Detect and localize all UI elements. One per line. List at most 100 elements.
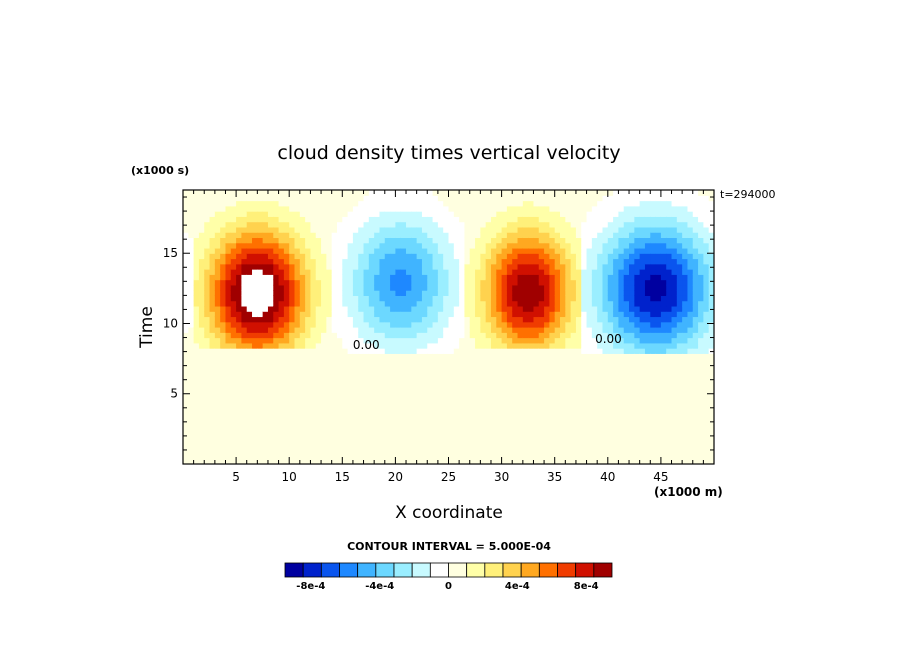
heatmap-cell	[283, 253, 290, 260]
heatmap-cell	[655, 384, 662, 391]
heatmap-cell	[496, 379, 503, 386]
heatmap-cell	[650, 400, 657, 407]
heatmap-cell	[299, 363, 306, 370]
heatmap-cell	[427, 327, 434, 333]
heatmap-cell	[400, 374, 407, 381]
heatmap-cell	[204, 337, 211, 344]
heatmap-cell	[682, 226, 689, 233]
heatmap-cell	[533, 327, 540, 333]
heatmap-cell	[305, 205, 312, 212]
heatmap-cell	[432, 416, 439, 423]
heatmap-cell	[581, 247, 588, 254]
heatmap-cell	[538, 448, 545, 455]
heatmap-cell	[459, 379, 466, 386]
heatmap-cell	[209, 442, 216, 449]
heatmap-cell	[655, 400, 662, 407]
heatmap-cell	[236, 295, 243, 302]
heatmap-cell	[469, 379, 476, 386]
heatmap-cell	[517, 390, 524, 397]
heatmap-cell	[411, 247, 418, 254]
heatmap-cell	[267, 416, 274, 423]
heatmap-cell	[321, 348, 327, 354]
heatmap-cell	[406, 258, 412, 265]
heatmap-cell	[214, 237, 221, 244]
heatmap-cell	[400, 305, 407, 312]
heatmap-cell	[644, 190, 651, 196]
heatmap-cell	[315, 437, 322, 444]
heatmap-cell	[475, 226, 481, 233]
heatmap-cell	[682, 327, 689, 333]
heatmap-cell	[544, 269, 550, 275]
heatmap-cell	[554, 406, 561, 412]
heatmap-cell	[198, 390, 205, 397]
heatmap-cell	[682, 406, 689, 412]
heatmap-cell	[533, 448, 540, 455]
heatmap-cell	[257, 374, 264, 381]
heatmap-cell	[650, 327, 657, 333]
heatmap-cell	[496, 369, 503, 376]
heatmap-cell	[283, 432, 290, 439]
heatmap-cell	[331, 437, 338, 444]
heatmap-cell	[660, 406, 667, 412]
heatmap-cell	[443, 258, 450, 265]
heatmap-cell	[464, 279, 471, 286]
heatmap-cell	[459, 442, 466, 449]
heatmap-cell	[379, 379, 386, 386]
heatmap-cell	[490, 195, 497, 202]
heatmap-cell	[480, 453, 487, 460]
heatmap-cell	[602, 411, 609, 418]
heatmap-cell	[586, 216, 593, 223]
heatmap-cell	[666, 253, 673, 260]
heatmap-cell	[448, 416, 455, 423]
heatmap-cell	[437, 300, 444, 307]
heatmap-cell	[464, 316, 471, 323]
heatmap-cell	[565, 363, 572, 370]
heatmap-cell	[198, 221, 205, 228]
heatmap-cell	[252, 279, 258, 286]
heatmap-cell	[538, 342, 545, 349]
heatmap-cell	[283, 421, 290, 428]
heatmap-cell	[305, 269, 312, 275]
heatmap-cell	[459, 284, 466, 291]
heatmap-cell	[464, 448, 471, 455]
heatmap-cell	[613, 421, 620, 428]
heatmap-cell	[326, 348, 333, 354]
heatmap-cell	[321, 274, 327, 281]
heatmap-cell	[416, 284, 423, 291]
heatmap-cell	[283, 311, 290, 318]
heatmap-cell	[230, 427, 237, 433]
heatmap-cell	[655, 390, 662, 397]
heatmap-cell	[411, 295, 418, 302]
heatmap-cell	[570, 327, 577, 333]
heatmap-cell	[506, 416, 513, 423]
heatmap-cell	[214, 316, 221, 323]
heatmap-cell	[560, 406, 566, 412]
heatmap-cell	[230, 253, 237, 260]
heatmap-cell	[613, 363, 620, 370]
heatmap-cell	[528, 190, 535, 196]
heatmap-cell	[379, 442, 386, 449]
heatmap-cell	[575, 195, 582, 202]
heatmap-cell	[209, 295, 216, 302]
heatmap-cell	[575, 374, 582, 381]
heatmap-cell	[379, 363, 386, 370]
heatmap-cell	[660, 216, 667, 223]
heatmap-cell	[273, 442, 280, 449]
heatmap-cell	[634, 442, 641, 449]
heatmap-cell	[560, 211, 566, 217]
heatmap-cell	[682, 395, 689, 402]
heatmap-cell	[501, 253, 508, 260]
heatmap-cell	[342, 316, 349, 323]
heatmap-cell	[496, 237, 503, 244]
heatmap-cell	[560, 442, 566, 449]
heatmap-cell	[310, 295, 317, 302]
heatmap-cell	[395, 190, 402, 196]
heatmap-cell	[634, 269, 641, 275]
heatmap-cell	[198, 358, 205, 365]
heatmap-cell	[512, 242, 519, 249]
heatmap-cell	[278, 416, 285, 423]
heatmap-cell	[347, 369, 354, 376]
heatmap-cell	[336, 379, 343, 386]
heatmap-cell	[475, 437, 481, 444]
heatmap-cell	[421, 195, 428, 202]
